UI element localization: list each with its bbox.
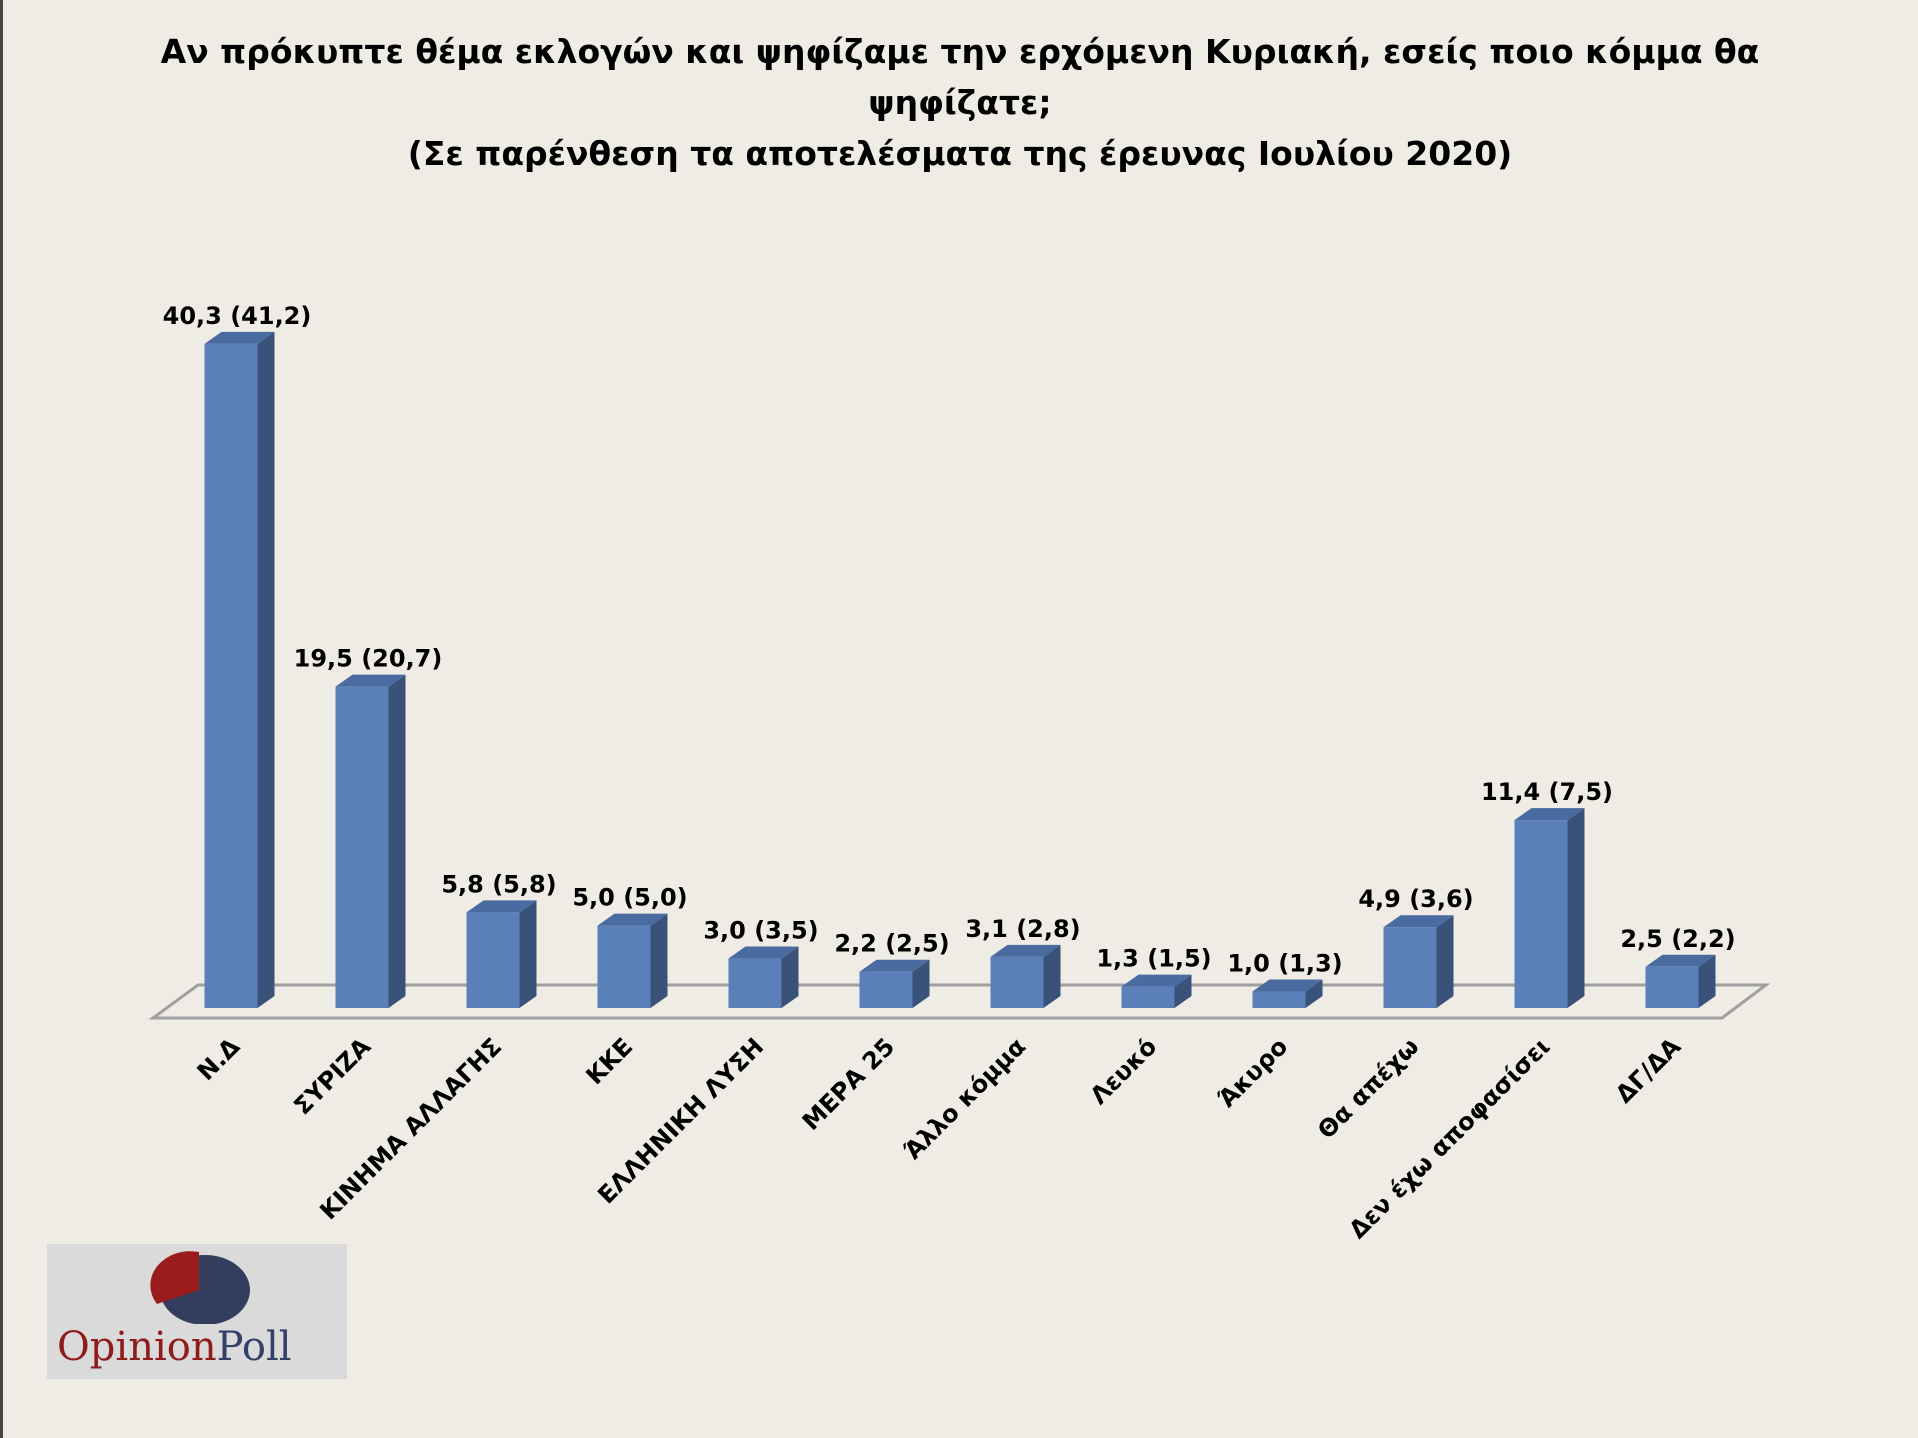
bar-side [1043, 944, 1061, 1008]
bar-top [1252, 979, 1323, 992]
opinionpoll-logo: OpinionPoll [47, 1244, 347, 1379]
category-label: Θα απέχω [1312, 1032, 1424, 1144]
chart-floor [148, 983, 1771, 1020]
category-label: Άκυρο [1213, 1032, 1294, 1113]
title-line-2: ψηφίζατε; [868, 83, 1052, 122]
bar-top [990, 944, 1061, 957]
category-label: ΚΚΕ [581, 1032, 639, 1090]
bar-side [912, 959, 930, 1008]
chart-title: Αν πρόκυπτε θέμα εκλογών και ψηφίζαμε τη… [120, 26, 1800, 179]
bar-top [1383, 915, 1454, 928]
bar-side [1698, 954, 1716, 1008]
bar-top [1645, 954, 1716, 967]
bar-top [1514, 808, 1585, 821]
category-label: ΜΕΡΑ 25 [797, 1032, 900, 1135]
pie-logo-icon [150, 1251, 250, 1324]
category-label: ΣΥΡΙΖΑ [288, 1032, 376, 1120]
data-label: 1,0 (1,3) [1227, 950, 1342, 978]
data-label: 5,0 (5,0) [572, 884, 687, 912]
bar-top [466, 900, 537, 913]
bar-side [519, 900, 537, 1008]
category-label: Ν.Δ [192, 1032, 246, 1086]
bar [728, 958, 782, 1008]
bar-top [204, 331, 275, 344]
data-label: 1,3 (1,5) [1096, 945, 1211, 973]
bar-side [1436, 915, 1454, 1008]
bar [990, 956, 1044, 1008]
bar [1645, 966, 1699, 1008]
left-border [0, 0, 3, 1438]
category-label: Άλλο κόμμα [899, 1032, 1032, 1165]
bar [204, 343, 258, 1009]
bar-top [597, 913, 668, 926]
data-label: 40,3 (41,2) [163, 302, 312, 330]
data-label: 3,0 (3,5) [703, 917, 818, 945]
data-label: 3,1 (2,8) [965, 915, 1080, 943]
bar-top [728, 946, 799, 959]
bar-side [650, 913, 668, 1008]
bar-side [388, 674, 406, 1008]
bar-side [781, 946, 799, 1008]
data-label: 5,8 (5,8) [441, 870, 556, 898]
bar-side [257, 331, 275, 1009]
bar-side [1174, 974, 1192, 1008]
bar-top [1121, 974, 1192, 987]
logo-text: OpinionPoll [57, 1324, 292, 1370]
bar [335, 686, 389, 1008]
bar [1383, 927, 1437, 1008]
bar-top [335, 674, 406, 687]
bar [1514, 820, 1568, 1008]
bar-side [1305, 979, 1323, 1008]
data-label: 4,9 (3,6) [1358, 885, 1473, 913]
data-label: 19,5 (20,7) [294, 645, 443, 673]
bar [1252, 991, 1306, 1008]
bar [859, 971, 913, 1008]
bar-top [859, 959, 930, 972]
data-label: 11,4 (7,5) [1481, 778, 1613, 806]
bar-side [1567, 808, 1585, 1008]
data-label: 2,5 (2,2) [1620, 925, 1735, 953]
category-label: Λευκό [1085, 1032, 1163, 1110]
title-line-3: (Σε παρένθεση τα αποτελέσματα της έρευνα… [407, 134, 1513, 173]
bar [1121, 986, 1175, 1008]
category-label: ΔΓ/ΔΑ [1610, 1032, 1687, 1109]
data-label: 2,2 (2,5) [834, 930, 949, 958]
bar [597, 925, 651, 1008]
bar [466, 912, 520, 1008]
title-line-1: Αν πρόκυπτε θέμα εκλογών και ψηφίζαμε τη… [160, 32, 1760, 71]
